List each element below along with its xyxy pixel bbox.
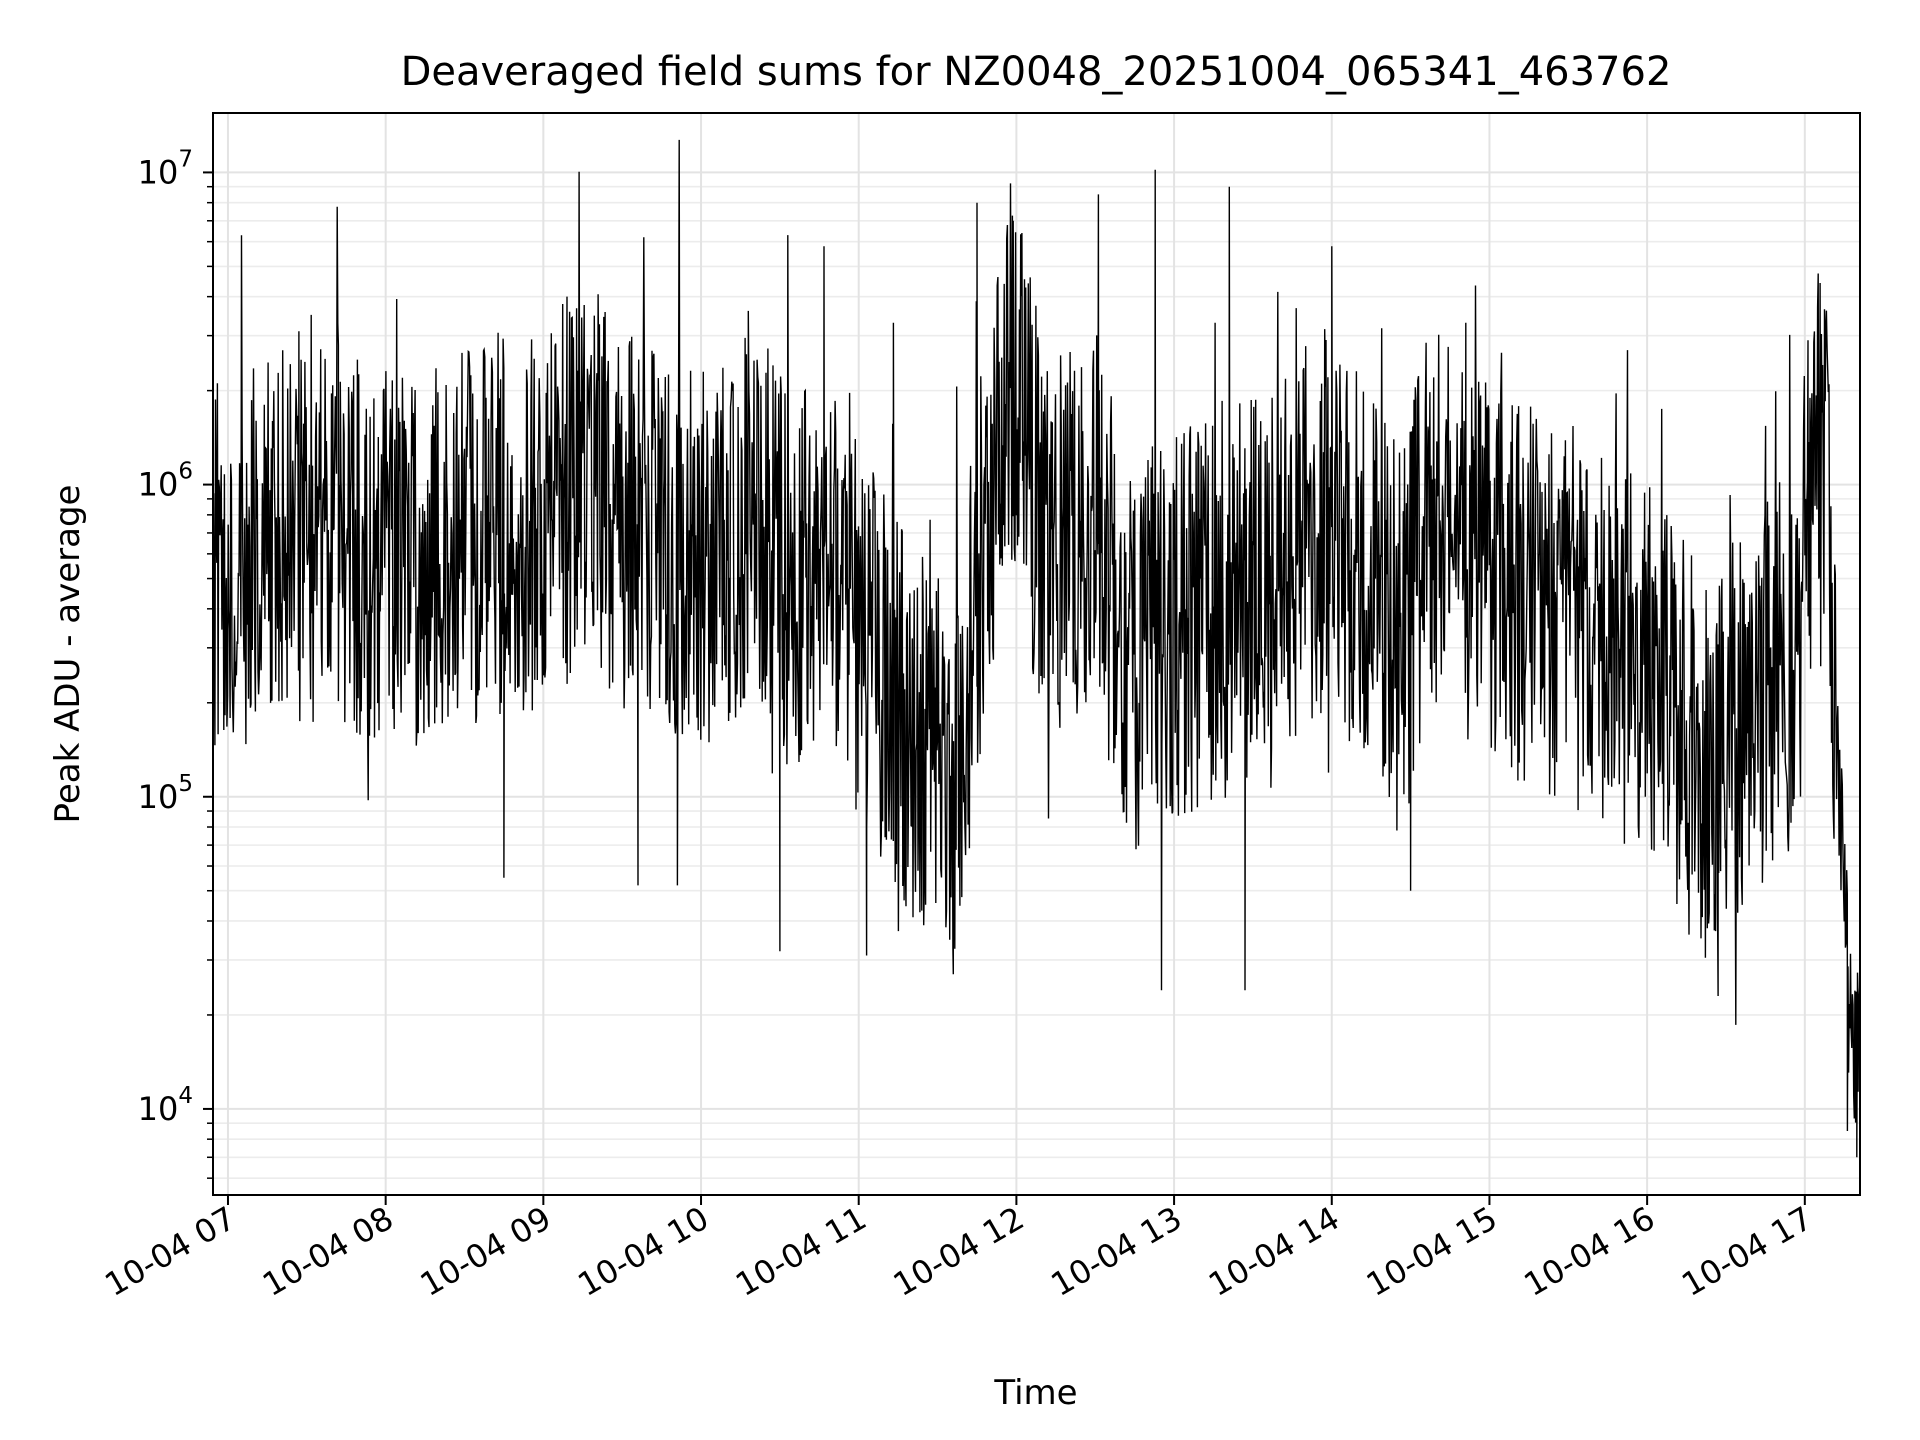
y-tick-label-exponent: 5 xyxy=(178,771,193,797)
y-tick-label-base: 10 xyxy=(138,153,179,191)
y-tick-label-base: 10 xyxy=(138,466,179,504)
chart-title: Deaveraged field sums for NZ0048_2025100… xyxy=(401,49,1672,95)
y-tick-label: 105 xyxy=(138,771,193,816)
series-line xyxy=(212,139,1861,1158)
y-axis-label: Peak ADU - average xyxy=(48,485,88,824)
plot-frame xyxy=(212,112,1861,1196)
y-tick-label-base: 10 xyxy=(138,778,179,816)
y-tick-label-exponent: 6 xyxy=(178,459,193,485)
y-tick-label: 107 xyxy=(138,146,193,191)
y-tick-label-exponent: 7 xyxy=(178,146,193,172)
y-tick-label-base: 10 xyxy=(138,1090,179,1128)
y-tick-label: 104 xyxy=(138,1083,193,1128)
y-tick-label-exponent: 4 xyxy=(178,1083,193,1109)
series-layer xyxy=(212,139,1861,1158)
y-tick-label: 106 xyxy=(138,459,193,504)
x-axis-label: Time xyxy=(993,1373,1077,1413)
